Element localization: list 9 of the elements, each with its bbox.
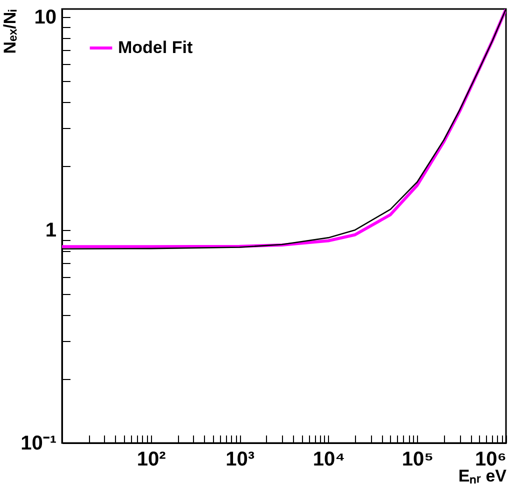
y-axis-title: Nₑₓ/Nᵢ	[0, 10, 20, 54]
y-tick-label: 10⁻¹	[20, 432, 57, 454]
y-tick-label: 10	[34, 6, 56, 28]
x-tick-label: 10³	[226, 448, 255, 470]
x-tick-label: 10⁴	[312, 448, 345, 470]
x-tick-label: 10²	[136, 448, 166, 470]
legend-label: Model Fit	[118, 38, 193, 57]
x-tick-label: 10⁵	[402, 448, 434, 470]
y-tick-label: 1	[45, 219, 56, 242]
